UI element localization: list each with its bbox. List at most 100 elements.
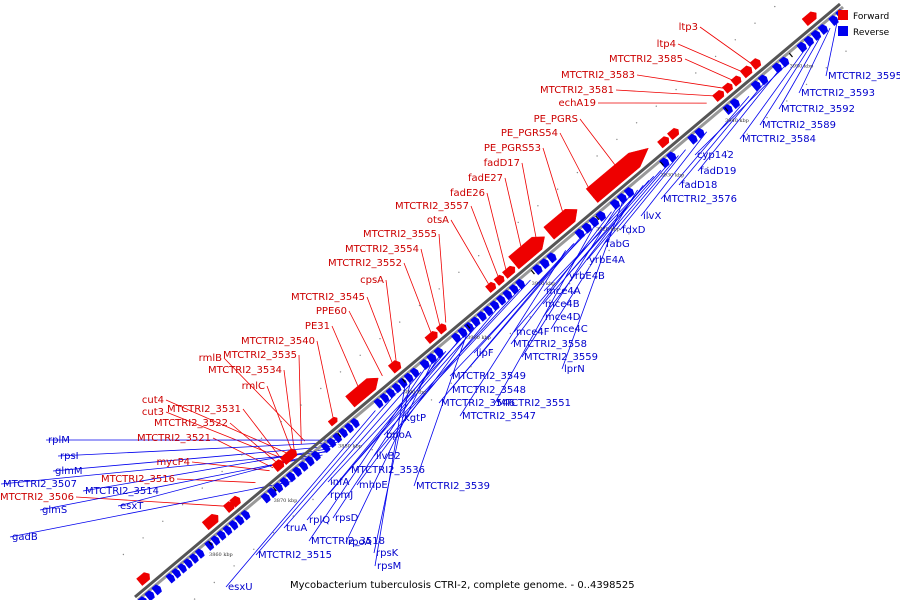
reverse-gene-block: [616, 193, 628, 205]
gene-label-esxt: esxT: [120, 501, 144, 512]
legend-forward-swatch: [838, 10, 848, 20]
reverse-gene-block: [385, 387, 396, 399]
forward-gene-block: [493, 274, 505, 286]
gene-label-mtctri2_3576: MTCTRI2_3576: [663, 194, 737, 205]
gene-label-mtctri2_3506: MTCTRI2_3506: [0, 492, 74, 503]
reverse-gene-block: [658, 157, 670, 169]
reverse-gene-block: [285, 471, 296, 483]
reverse-gene-block: [204, 540, 215, 551]
gene-label-mtctri2_3516: MTCTRI2_3516: [101, 474, 175, 485]
gene-label-mtctri2_3552: MTCTRI2_3552: [328, 258, 402, 269]
reverse-gene-block: [320, 442, 331, 454]
reverse-gene-block: [817, 24, 829, 36]
forward-gene-block: [201, 513, 219, 531]
gene-label-mtctri2_3557: MTCTRI2_3557: [395, 201, 469, 212]
forward-gene-block: [424, 331, 438, 345]
gene-label-pe_pgrs53: PE_PGRS53: [484, 143, 541, 154]
reverse-gene-block: [508, 284, 519, 295]
gene-label-gadb: gadB: [12, 532, 38, 543]
forward-gene-block: [712, 90, 725, 103]
gene-label-rpsk: rpsK: [376, 548, 399, 559]
forward-gene-block: [345, 377, 379, 408]
reverse-gene-block: [234, 514, 245, 526]
forward-gene-block: [508, 236, 545, 270]
gene-label-esxu: esxU: [228, 582, 253, 593]
reverse-gene-block: [810, 29, 822, 41]
gene-label-mtctri2_3535: MTCTRI2_3535: [223, 350, 297, 361]
gene-label-lprn: lprN: [564, 364, 585, 375]
gene-label-mtctri2_3589: MTCTRI2_3589: [762, 120, 836, 131]
reverse-gene-block: [349, 417, 360, 429]
gene-label-mtctri2_3540: MTCTRI2_3540: [241, 336, 315, 347]
gene-label-trua: truA: [286, 523, 307, 534]
scale-ticks: 3860 kbp 3870 kbp 3880 kbp 3890 kbp 3900 kbp…: [208, 52, 813, 558]
legend-forward-label: Forward: [853, 12, 889, 22]
gene-label-mce4a: mce4A: [546, 286, 581, 297]
reverse-gene-block: [581, 222, 592, 234]
reverse-gene-block: [279, 476, 290, 488]
gene-label-mtctri2_3547: MTCTRI2_3547: [462, 411, 536, 422]
forward-gene-block: [543, 209, 578, 240]
reverse-gene-block: [665, 151, 677, 163]
gene-label-rplm: rplM: [48, 435, 70, 446]
reverse-gene-block: [194, 548, 205, 559]
reverse-gene-block: [595, 210, 607, 222]
gene-label-ilvb2: ilvB2: [376, 451, 401, 462]
gene-label-mtctri2_3521: MTCTRI2_3521: [137, 433, 211, 444]
legend-reverse-label: Reverse: [853, 28, 890, 38]
gene-features: [136, 9, 848, 600]
gene-label-mycp4: mycP4: [156, 457, 190, 468]
reverse-gene-block: [687, 133, 698, 145]
reverse-gene-block: [409, 367, 420, 379]
forward-gene-block: [585, 147, 649, 203]
scale-tick-label: 3900 kbp: [467, 335, 491, 341]
background-dots: [122, 5, 847, 600]
reverse-gene-block: [828, 15, 839, 27]
gene-label-rplq: rplQ: [309, 515, 330, 526]
gene-label-mtctri2_3555: MTCTRI2_3555: [363, 229, 437, 240]
reverse-gene-block: [137, 596, 147, 600]
reverse-gene-block: [426, 353, 437, 365]
forward-gene-block: [485, 281, 497, 294]
gene-label-mhpe: mhpE: [359, 480, 388, 491]
reverse-gene-block: [216, 530, 227, 541]
forward-gene-block: [657, 136, 670, 149]
reverse-gene-block: [515, 278, 526, 290]
forward-gene-block: [501, 265, 516, 279]
reverse-gene-block: [183, 558, 193, 569]
gene-label-mtctri2_3522: MTCTRI2_3522: [154, 418, 228, 429]
gene-label-mtctri2_3595: MTCTRI2_3595: [828, 71, 900, 82]
scale-tick-label: 3880 kbp: [338, 444, 362, 450]
reverse-gene-block: [151, 584, 162, 596]
reverse-gene-block: [260, 492, 271, 504]
gene-label-mtctri2_3546: MTCTRI2_3546: [441, 398, 515, 409]
reverse-gene-block: [609, 198, 621, 210]
gene-label-mtctri2_3507: MTCTRI2_3507: [3, 479, 77, 490]
gene-label-mtctri2_3548: MTCTRI2_3548: [452, 385, 526, 396]
reverse-gene-block: [379, 392, 390, 404]
scale-tick-label: 3870 kbp: [274, 498, 298, 504]
reverse-gene-block: [210, 535, 221, 546]
gene-label-cyp142: cyp142: [697, 150, 734, 161]
gene-label-mtctri2_3534: MTCTRI2_3534: [208, 365, 282, 376]
gene-label-cut3: cut3: [142, 407, 164, 418]
forward-gene-block: [749, 58, 762, 71]
gene-label-fade26: fadE26: [450, 188, 485, 199]
gene-label-mtctri2_3593: MTCTRI2_3593: [801, 88, 875, 99]
forward-gene-block: [739, 65, 753, 79]
gene-label-mtctri2_3531: MTCTRI2_3531: [167, 404, 241, 415]
gene-label-kgtp: kgtP: [404, 413, 426, 424]
reverse-gene-block: [326, 437, 337, 449]
gene-label-infa: infA: [330, 477, 350, 488]
reverse-gene-block: [502, 289, 513, 301]
reverse-gene-block: [240, 509, 251, 521]
reverse-gene-block: [310, 450, 321, 462]
gene-label-ilvx: ilvX: [643, 211, 661, 222]
forward-gene-block: [730, 75, 742, 87]
reverse-gene-block: [222, 525, 233, 536]
legend-reverse-swatch: [838, 26, 848, 36]
gene-label-mtctri2_3558: MTCTRI2_3558: [513, 339, 587, 350]
reverse-gene-block: [470, 316, 481, 328]
legend: Forward Reverse: [838, 10, 890, 38]
